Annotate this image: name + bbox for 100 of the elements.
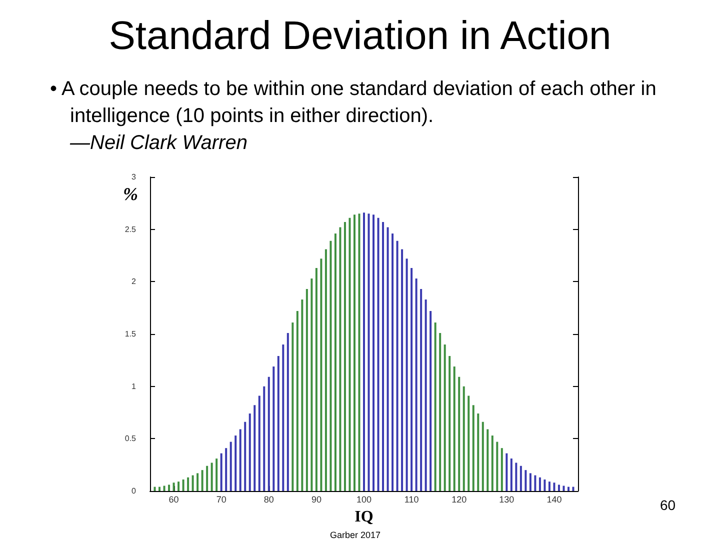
bar xyxy=(544,479,546,491)
bar xyxy=(324,249,327,491)
bar xyxy=(225,448,228,491)
bar xyxy=(430,310,432,491)
bar xyxy=(168,484,170,491)
bar xyxy=(382,222,384,491)
bar xyxy=(292,322,294,491)
bar xyxy=(230,442,232,491)
y-tick-label: 2 xyxy=(132,277,137,286)
bar xyxy=(206,466,208,491)
bar xyxy=(396,240,398,491)
bar xyxy=(500,448,503,491)
x-tick-label: 110 xyxy=(404,494,419,504)
bar xyxy=(330,240,332,491)
bar xyxy=(254,405,256,491)
y-tick-label: 0 xyxy=(132,486,137,496)
bar xyxy=(401,249,404,491)
x-tick-label: 60 xyxy=(168,494,179,504)
bar xyxy=(462,386,465,491)
bar xyxy=(178,482,180,491)
x-tick-label: 90 xyxy=(311,494,322,504)
bar xyxy=(415,278,418,491)
bar xyxy=(334,234,336,491)
x-axis-title: IQ xyxy=(354,508,374,526)
bar xyxy=(220,453,222,491)
bar xyxy=(172,482,175,491)
bar xyxy=(353,214,356,491)
bar xyxy=(472,405,474,491)
bar xyxy=(239,429,242,491)
bar xyxy=(154,486,156,491)
bar xyxy=(301,299,304,491)
bar xyxy=(406,258,408,491)
bar xyxy=(420,288,422,491)
bar xyxy=(363,212,365,491)
bar xyxy=(524,470,527,491)
x-tick-label: 130 xyxy=(499,494,514,504)
bar xyxy=(482,422,484,491)
bar xyxy=(210,462,213,491)
bar xyxy=(163,486,166,491)
bar xyxy=(538,477,541,491)
bar xyxy=(529,473,532,491)
bar xyxy=(263,386,266,491)
bar xyxy=(182,479,184,491)
bar xyxy=(296,310,298,491)
bar xyxy=(315,268,318,491)
bar xyxy=(187,477,190,491)
bar xyxy=(567,486,570,491)
chart-subtitle: • A couple needs to be within one standard deviation of each other in intelligence (10 points in either direction). xyxy=(50,78,656,127)
bar xyxy=(386,227,389,491)
bar xyxy=(339,227,342,491)
y-tick-label: 2.5 xyxy=(124,224,137,234)
x-tick-label: 120 xyxy=(452,494,467,504)
bar xyxy=(468,396,470,491)
bar xyxy=(196,473,199,491)
x-tick-label: 80 xyxy=(264,494,274,504)
bar xyxy=(392,234,394,491)
bar xyxy=(344,222,346,491)
bar xyxy=(548,482,550,491)
bar xyxy=(286,332,289,491)
bar xyxy=(424,299,427,491)
bar xyxy=(358,214,360,491)
bar xyxy=(506,453,508,491)
bar xyxy=(244,422,246,491)
bar xyxy=(477,414,480,491)
bar xyxy=(158,486,161,491)
bar xyxy=(410,268,413,491)
bar xyxy=(515,462,518,491)
bar xyxy=(520,466,522,491)
y-tick-label: 1 xyxy=(132,382,137,391)
bar xyxy=(534,475,536,491)
bar xyxy=(368,214,370,491)
y-tick-label: 3 xyxy=(132,172,137,182)
bar xyxy=(496,442,498,491)
text: —Neil Clark Warren xyxy=(70,132,248,154)
y-tick-label: 0.5 xyxy=(124,434,137,444)
bar xyxy=(453,366,456,491)
chart-title: Standard Deviation in Action xyxy=(108,14,612,59)
bar xyxy=(348,218,351,491)
bar xyxy=(562,486,565,491)
x-tick-label: 140 xyxy=(546,494,562,504)
bar xyxy=(201,470,204,491)
y-axis-title: % xyxy=(123,184,138,204)
bar xyxy=(553,482,556,491)
bar xyxy=(306,288,308,491)
bar xyxy=(310,278,313,491)
bar xyxy=(434,322,436,491)
bar xyxy=(268,376,270,491)
bar xyxy=(234,436,237,491)
x-tick-label: 70 xyxy=(216,494,226,504)
bar xyxy=(282,344,284,491)
bar xyxy=(486,429,489,491)
bar xyxy=(491,436,494,491)
text: Garber 2017 xyxy=(330,530,381,540)
y-tick-label: 1.5 xyxy=(124,330,137,338)
bar xyxy=(448,356,451,491)
bar xyxy=(377,218,380,491)
bar xyxy=(248,414,251,491)
bar xyxy=(458,376,460,491)
bar xyxy=(572,486,574,491)
bar xyxy=(272,366,275,491)
